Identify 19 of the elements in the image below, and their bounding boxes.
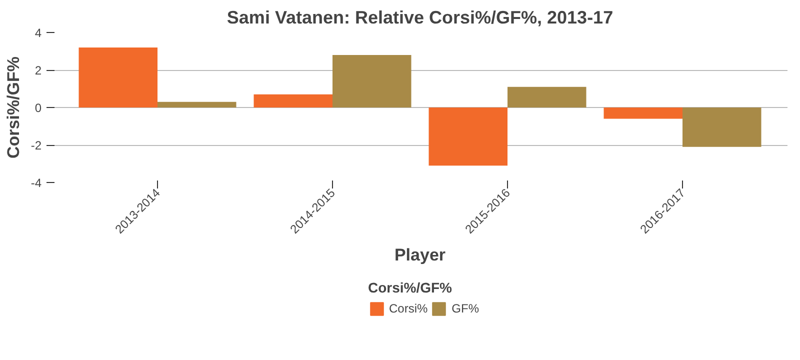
y-tick-label: 2 [34, 64, 42, 78]
legend-label: Corsi% [388, 302, 428, 316]
bar [332, 55, 412, 108]
bar [78, 48, 158, 108]
y-tick-label: 4 [34, 26, 42, 40]
y-tick-label: -2 [30, 138, 42, 152]
y-axis-title: Corsi%/GF% [4, 56, 23, 159]
chart-title: Sami Vatanen: Relative Corsi%/GF%, 2013-17 [226, 8, 614, 28]
bar [604, 108, 682, 119]
legend-label: GF% [452, 302, 480, 316]
bar [254, 94, 332, 108]
y-tick-label: -4 [30, 176, 42, 190]
bar [158, 102, 236, 108]
x-axis-title: Player [394, 245, 446, 264]
bar [508, 86, 586, 108]
legend-title: Corsi%/GF% [368, 280, 453, 296]
bar [428, 108, 508, 166]
bar [682, 108, 762, 147]
y-tick-label: 0 [34, 101, 42, 115]
